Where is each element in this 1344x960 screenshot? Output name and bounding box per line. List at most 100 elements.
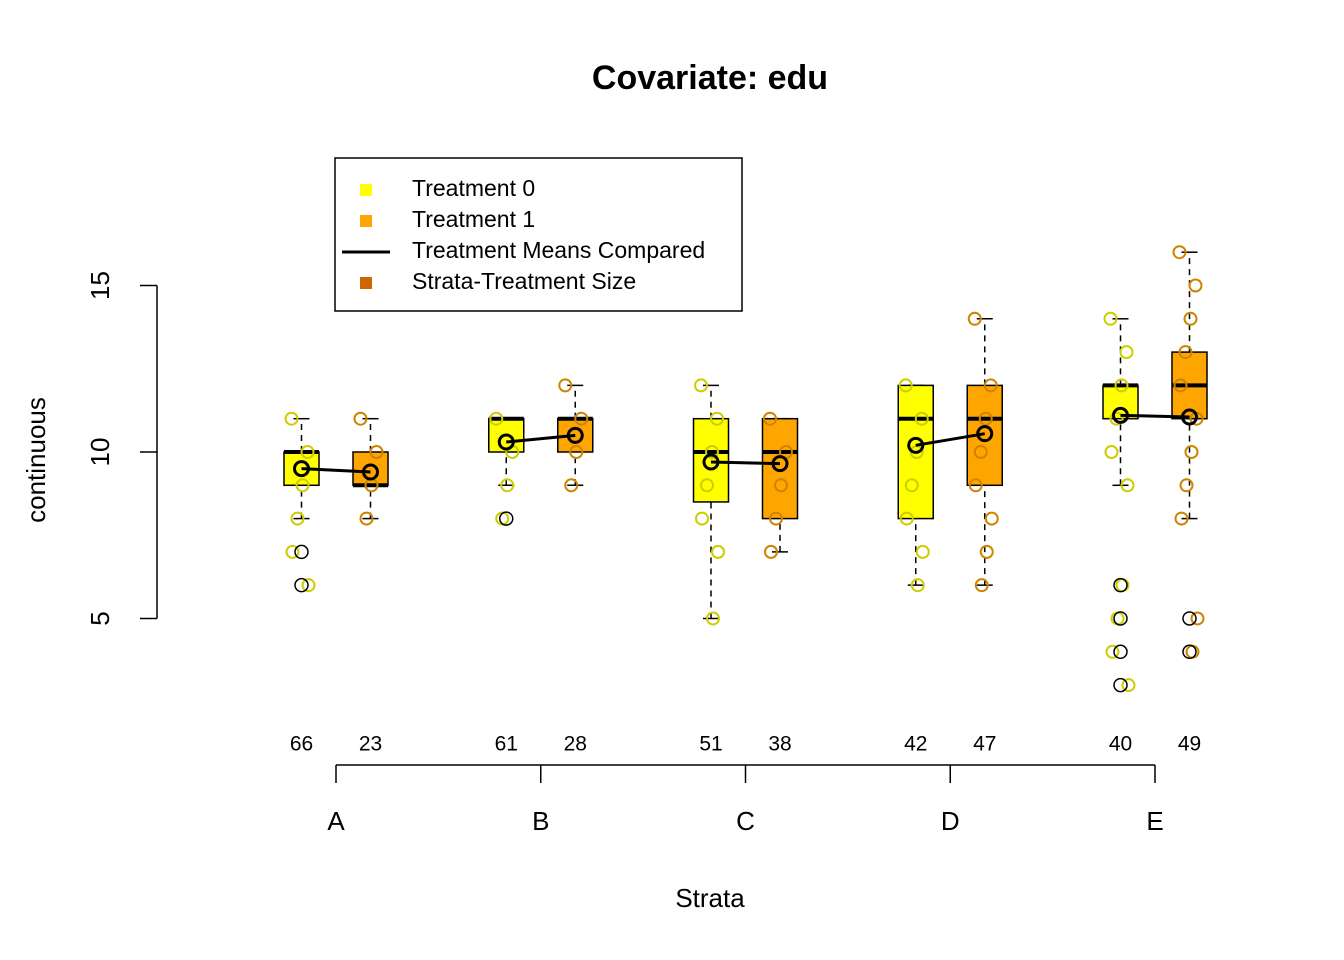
size-label: 51 [699,733,722,756]
size-label: 42 [904,733,927,756]
data-point [369,444,384,459]
data-point [984,511,999,526]
legend-label: Strata-Treatment Size [412,268,636,294]
data-point [1120,478,1135,493]
data-point [706,611,720,626]
y-tick-label: 15 [85,271,115,300]
data-point [774,478,788,493]
data-point [1183,311,1198,326]
data-point [694,378,708,393]
mean-point [362,463,379,481]
outlier [1113,644,1128,660]
data-point [564,478,579,493]
data-point [500,478,515,493]
mean-point [702,453,720,471]
outlier [294,544,309,560]
data-point [974,578,989,593]
mean-line [301,467,371,474]
data-point [569,444,584,459]
data-point [898,378,913,393]
size-label: 23 [359,733,382,756]
size-label: 49 [1178,733,1201,756]
data-point [489,411,504,426]
data-point [978,411,993,426]
data-point [1179,478,1194,493]
mean-point [1181,408,1198,426]
outlier [1113,677,1128,693]
data-point [1104,444,1119,459]
data-point [1119,345,1134,360]
data-point [1178,345,1193,360]
data-point [763,411,777,426]
mean-point [907,436,925,454]
data-point [1114,378,1129,393]
x-tick-label: D [941,806,960,836]
x-axis-label: Strata [675,883,745,913]
outlier [1182,644,1197,660]
mean-line [506,433,576,444]
data-point [983,378,998,393]
mean-point [497,433,515,451]
data-point [914,411,929,426]
data-point [705,444,719,459]
data-point [295,478,310,493]
outlier [294,577,309,593]
data-point [1172,245,1187,260]
data-point [1103,311,1118,326]
data-point [558,378,573,393]
outlier [499,511,514,526]
legend-swatch [360,215,372,227]
y-tick-label: 5 [85,611,115,625]
box [761,417,799,520]
outlier [1113,611,1128,626]
data-point [285,544,300,559]
mean-point [976,425,994,443]
data-point [711,544,725,559]
data-point [910,578,925,593]
outlier [1113,577,1128,593]
x-tick-label: A [327,806,345,836]
data-point [1105,644,1120,659]
outlier [1182,611,1197,626]
data-point [979,544,994,559]
data-point [1109,411,1124,426]
mean-point [771,455,789,473]
data-point [769,511,783,526]
size-label: 66 [290,733,313,756]
data-point [973,444,988,459]
mean-line [915,432,985,447]
data-point [915,544,930,559]
data-point [301,578,316,593]
data-point [300,444,315,459]
data-point [967,311,982,326]
data-point [1173,378,1188,393]
size-label: 61 [495,733,518,756]
legend-swatch [360,184,372,196]
chart-title: Covariate: edu [592,59,828,97]
legend-box [334,157,743,312]
legend-label: Treatment 0 [412,175,535,201]
data-point [290,511,305,526]
data-point [764,544,778,559]
data-point [1184,444,1199,459]
data-point [700,478,714,493]
mean-point [293,460,310,478]
data-point [574,411,589,426]
legend-swatch [360,277,372,289]
data-point [1188,278,1203,293]
data-point [353,411,368,426]
x-tick-label: C [736,806,755,836]
size-label: 47 [973,733,996,756]
x-tick-label: E [1146,806,1163,836]
data-point [968,478,983,493]
mean-line [1120,413,1190,419]
mean-point [566,426,584,444]
y-tick-label: 10 [85,438,115,467]
data-point [1190,611,1205,626]
y-axis-label: continuous [21,397,51,523]
x-tick-label: B [532,806,549,836]
data-point [710,411,724,426]
data-point [284,411,299,426]
